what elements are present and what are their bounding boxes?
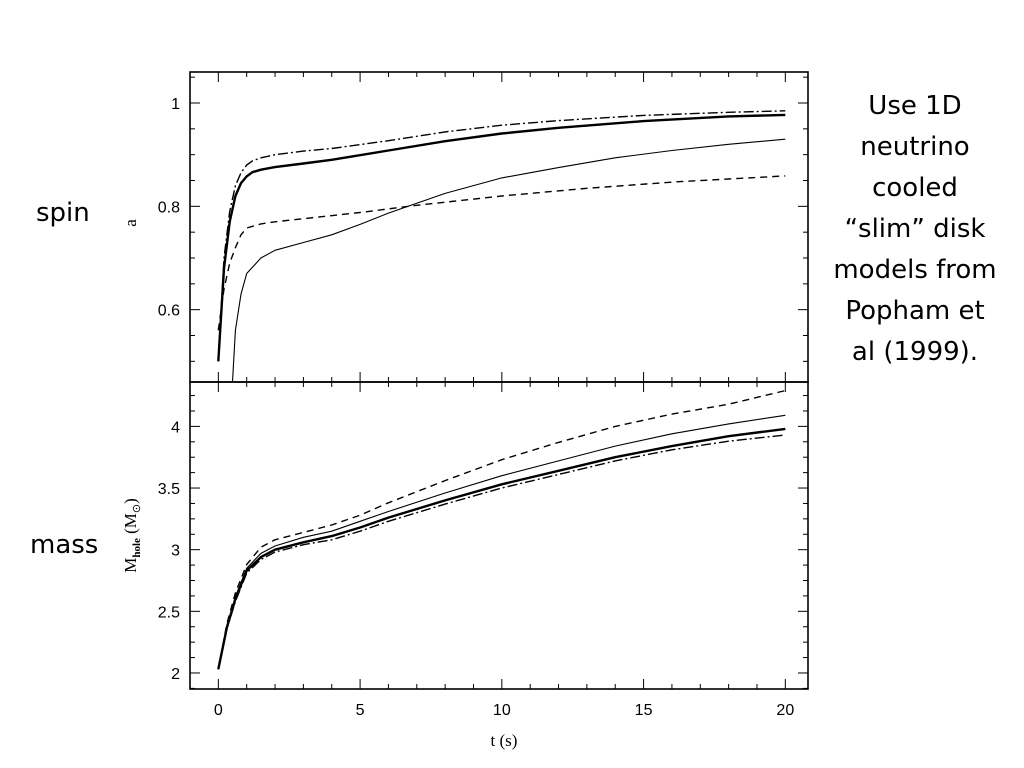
mass-label: mass — [30, 530, 99, 560]
caption-text: Use 1D neutrino cooled “slim” disk model… — [833, 91, 997, 367]
spin-ylabel: a — [121, 219, 140, 227]
mass-ytick-label: 2.5 — [158, 604, 180, 621]
spin-ytick-label: 0.8 — [158, 199, 180, 216]
spin-series-dashed — [217, 175, 786, 331]
spin-ytick-label: 0.6 — [158, 303, 180, 320]
mass-ylabel: Mhole (M⊙) — [121, 498, 143, 573]
mass-ytick-label: 3 — [171, 543, 180, 560]
mass-xlabel: t (s) — [491, 731, 518, 750]
mass-panel-frame — [189, 381, 809, 690]
mass-ytick-label: 2 — [171, 666, 180, 683]
spin-ytick-label: 1 — [171, 96, 180, 113]
mass-series-solid-thick — [217, 427, 786, 670]
mass-xtick-label: 0 — [214, 702, 223, 719]
mass-series-dash-dot — [217, 434, 786, 670]
mass-xtick-label: 20 — [776, 702, 794, 719]
spin-series-solid-thin — [231, 138, 786, 382]
spin-panel-frame — [189, 71, 809, 383]
mass-ytick-label: 4 — [171, 419, 180, 436]
mass-series-dashed — [217, 389, 786, 670]
mass-xtick-label: 15 — [635, 702, 653, 719]
spin-label: spin — [36, 198, 90, 228]
mass-xtick-label: 5 — [356, 702, 365, 719]
mass-ytick-label: 3.5 — [158, 481, 180, 498]
spin-series-solid-thick — [217, 113, 786, 362]
mass-xtick-label: 10 — [493, 702, 511, 719]
spin-series-dash-dot — [217, 110, 786, 362]
